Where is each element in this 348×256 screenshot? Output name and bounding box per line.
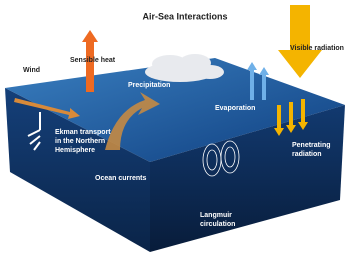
label: Visible radiation xyxy=(290,45,344,52)
label: Sensible heat xyxy=(70,57,116,64)
label: Ekman transport xyxy=(55,129,111,136)
label: Ocean currents xyxy=(95,175,146,182)
label: Penetrating xyxy=(292,142,331,149)
label: Wind xyxy=(23,67,40,74)
label: Hemisphere xyxy=(55,147,95,154)
label: Langmuir xyxy=(200,212,232,219)
visible-radiation-arrow xyxy=(278,5,322,78)
label: radiation xyxy=(292,151,322,158)
diagram: Air-Sea Interactions Sensible heat Visibl… xyxy=(0,0,348,256)
label: Precipitation xyxy=(128,82,170,89)
label: in the Northern xyxy=(55,138,105,145)
label: Evaporation xyxy=(215,105,255,112)
cloud xyxy=(145,54,224,82)
label: circulation xyxy=(200,221,235,228)
title: Air-Sea Interactions xyxy=(142,11,227,21)
